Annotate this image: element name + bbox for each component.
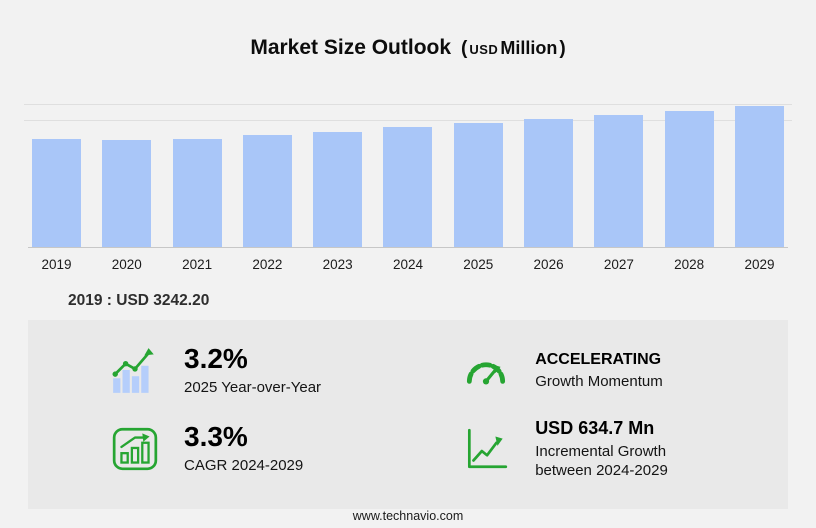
x-axis-label-2025: 2025	[463, 257, 494, 272]
chart-title-paren-close: )	[559, 38, 566, 59]
chart-title-main: Market Size Outlook	[250, 36, 452, 59]
stat-incremental: USD 634.7 Mn Incremental Growth between …	[461, 418, 788, 481]
x-axis-label-2020: 2020	[111, 257, 142, 272]
bar-2024	[383, 127, 433, 247]
bar-2021	[172, 138, 222, 247]
yoy-label: 2025 Year-over-Year	[184, 378, 322, 396]
chart-title-currency: USD	[469, 42, 499, 57]
gridline	[24, 104, 792, 105]
x-axis-label-2021: 2021	[182, 257, 213, 272]
bar-2026	[524, 119, 574, 247]
chart-labels: 2019 2020 2021 2022 2023 2024 2025 2026 2027 2028…	[28, 257, 788, 272]
incremental-label: Incremental Growth between 2024-2029	[535, 443, 668, 479]
bar-2023	[313, 132, 363, 247]
x-axis-label-2029: 2029	[744, 257, 775, 272]
stat-yoy: 3.2% 2025 Year-over-Year	[110, 343, 423, 398]
incremental-growth-icon	[461, 424, 511, 474]
x-axis-label-2028: 2028	[674, 257, 705, 272]
gridline	[24, 120, 792, 121]
cagr-chart-icon	[110, 424, 160, 474]
bar-2029	[734, 106, 784, 247]
x-axis-label-2023: 2023	[322, 257, 353, 272]
footer-url: www.technavio.com	[352, 509, 464, 523]
momentum-label: Growth Momentum	[535, 372, 663, 390]
chart-title-scale: Million	[500, 38, 558, 58]
bar-2028	[664, 110, 714, 247]
stat-cagr: 3.3% CAGR 2024-2029	[110, 418, 423, 481]
gauge-icon	[461, 346, 511, 396]
chart-plot	[24, 104, 792, 248]
x-axis-label-2027: 2027	[603, 257, 634, 272]
yoy-value: 3.2%	[184, 343, 248, 374]
chart-title: Market Size Outlook (USD Million)	[0, 0, 816, 60]
stats-panel: 3.2% 2025 Year-over-Year ACCELERATING Gr…	[28, 320, 788, 509]
x-axis-label-2024: 2024	[392, 257, 423, 272]
bar-2025	[453, 123, 503, 247]
x-axis-label-2019: 2019	[41, 257, 72, 272]
base-year-value: 2019 : USD 3242.20	[68, 292, 210, 309]
x-axis-label-2026: 2026	[533, 257, 564, 272]
stat-momentum: ACCELERATING Growth Momentum	[461, 344, 788, 398]
x-axis-label-2022: 2022	[252, 257, 283, 272]
momentum-value: ACCELERATING	[535, 350, 662, 368]
cagr-label: CAGR 2024-2029	[184, 457, 304, 475]
bar-2022	[242, 135, 292, 247]
incremental-value: USD 634.7 Mn	[535, 417, 655, 438]
bar-2027	[594, 114, 644, 247]
bar-chart: 2019 2020 2021 2022 2023 2024 2025 2026 2027 2028…	[24, 104, 792, 272]
yoy-bars-arrow-icon	[110, 346, 160, 396]
bar-2020	[102, 140, 152, 247]
bar-2019	[32, 139, 81, 247]
chart-title-paren-open: (	[461, 38, 468, 59]
cagr-value: 3.3%	[184, 421, 248, 453]
